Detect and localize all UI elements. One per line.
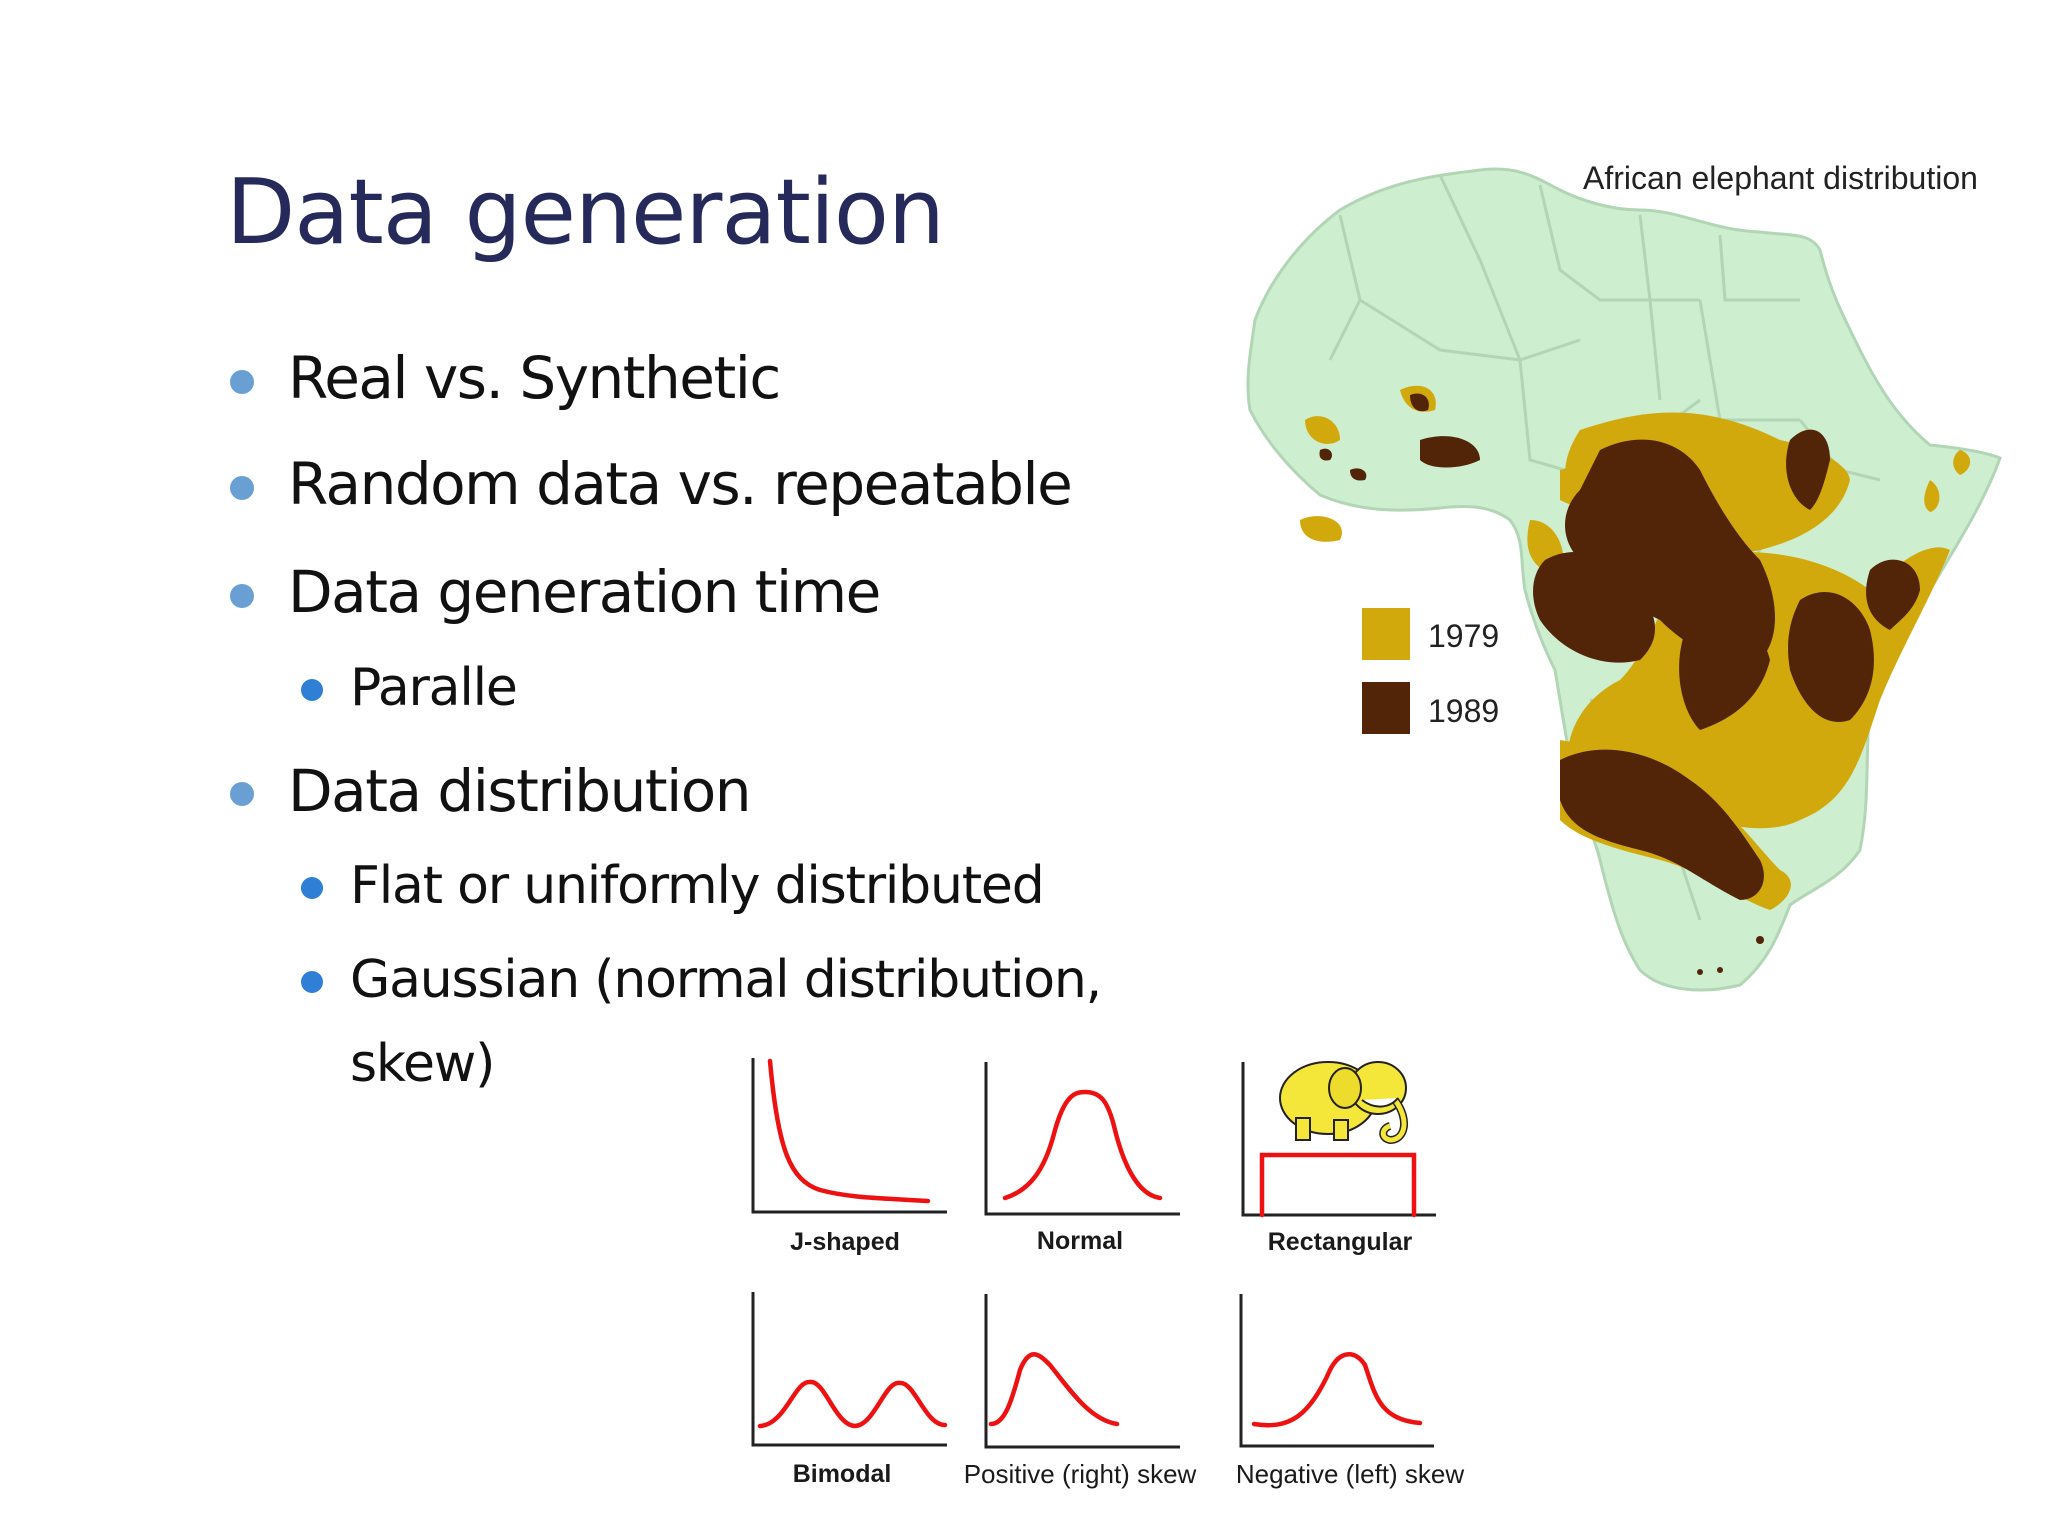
sub-bullet-gaussian: Gaussian (normal distribution, [350,950,1102,1010]
label-negative-skew: Negative (left) skew [1235,1459,1465,1489]
bullet-real-vs-synthetic: Real vs. Synthetic [288,344,781,412]
sub-bullet-flat-uniform: Flat or uniformly distributed [350,856,1045,916]
small-dots [1697,866,1764,975]
j-shaped-axes [751,1058,947,1214]
rectangular-curve [1259,1152,1417,1218]
range-1989 [1319,393,1920,900]
yellow-elephant-icon [1279,1061,1408,1145]
bullet-dot-icon [230,782,254,806]
slide-title: Data generation [226,160,945,265]
positive-skew-axes [984,1294,1180,1449]
j-shaped-curve [767,1058,931,1204]
distribution-panels [751,1058,1436,1449]
normal-axes [984,1062,1180,1216]
bullet-random-vs-repeatable: Random data vs. repeatable [288,450,1073,518]
africa-map [1246,167,2002,992]
bullet-dot-icon [230,584,254,608]
legend-label-1989: 1989 [1428,693,1500,729]
map-title: African elephant distribution [1583,160,1978,196]
sub-bullet-dot-icon [301,971,323,993]
bullet-generation-time: Data generation time [288,558,881,626]
bimodal-axes [751,1292,947,1447]
label-bimodal: Bimodal [792,1460,892,1488]
legend-swatch-1979 [1362,608,1410,660]
legend-swatch-1989 [1362,682,1410,734]
bullet-dot-icon [230,476,254,500]
bimodal-curve [757,1379,948,1429]
legend-label-1979: 1979 [1428,618,1500,654]
negative-skew-axes [1239,1294,1434,1448]
normal-curve [1002,1089,1163,1201]
sub-bullet-dot-icon [301,679,323,701]
bullet-data-distribution: Data distribution [288,757,751,825]
label-j-shaped: J-shaped [790,1228,900,1256]
sub-bullet-dot-icon [301,877,323,899]
label-rectangular: Rectangular [1267,1228,1413,1256]
sub-bullet-paralle: Paralle [350,658,518,718]
sub-bullet-gaussian-continued: skew) [350,1034,495,1094]
label-positive-skew: Positive (right) skew [963,1459,1197,1489]
label-normal: Normal [1036,1227,1124,1255]
negative-skew-curve [1251,1352,1423,1428]
positive-skew-curve [988,1352,1120,1427]
bullet-dot-icon [230,370,254,394]
rectangular-axes [1241,1062,1436,1217]
